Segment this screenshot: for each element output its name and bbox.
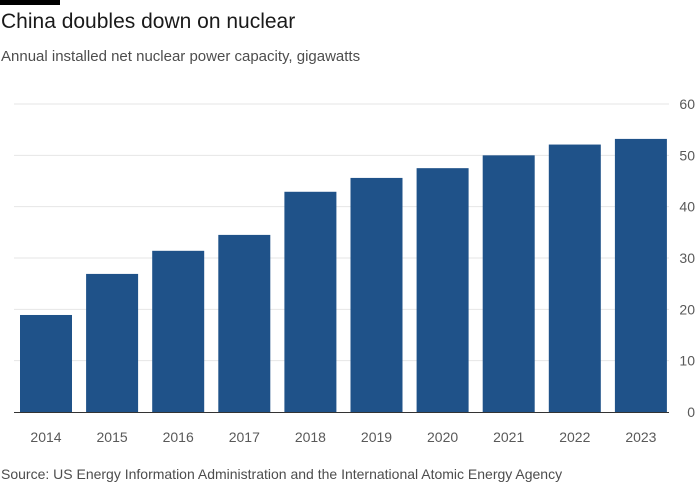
y-tick-label: 10 (679, 353, 695, 369)
source-note: Source: US Energy Information Administra… (1, 466, 563, 482)
bars (20, 138, 667, 413)
bar-2014 (20, 314, 72, 412)
x-tick-label: 2014 (30, 429, 61, 445)
chart-subtitle: Annual installed net nuclear power capac… (1, 48, 361, 65)
bar-2018 (284, 191, 337, 412)
bar-2015 (86, 273, 139, 412)
y-tick-label: 50 (679, 147, 695, 163)
y-tick-label: 0 (687, 404, 695, 420)
bar-2017 (218, 234, 271, 412)
x-tick-label: 2023 (625, 429, 656, 445)
x-tick-label: 2020 (427, 429, 458, 445)
bar-2016 (152, 250, 205, 412)
brand-bar (0, 0, 60, 5)
y-tick-label: 60 (679, 96, 695, 112)
y-tick-label: 30 (679, 250, 695, 266)
x-tick-label: 2016 (163, 429, 194, 445)
x-tick-label: 2021 (493, 429, 524, 445)
bar-2023 (614, 138, 667, 412)
x-tick-label: 2015 (97, 429, 128, 445)
bar-2022 (548, 144, 601, 412)
y-axis-ticks: 0 10 20 30 40 50 60 (679, 96, 695, 420)
x-axis-ticks: 2014 2015 2016 2017 2018 2019 2020 2021 2022 2023 (30, 429, 656, 445)
bar-2019 (350, 177, 403, 412)
y-tick-label: 40 (679, 199, 695, 215)
bar-2021 (482, 155, 535, 413)
bar-2020 (416, 168, 469, 412)
y-tick-label: 20 (679, 301, 695, 317)
x-tick-label: 2019 (361, 429, 392, 445)
chart-title: China doubles down on nuclear (1, 10, 296, 33)
x-tick-label: 2018 (295, 429, 326, 445)
x-tick-label: 2022 (559, 429, 590, 445)
x-tick-label: 2017 (229, 429, 260, 445)
